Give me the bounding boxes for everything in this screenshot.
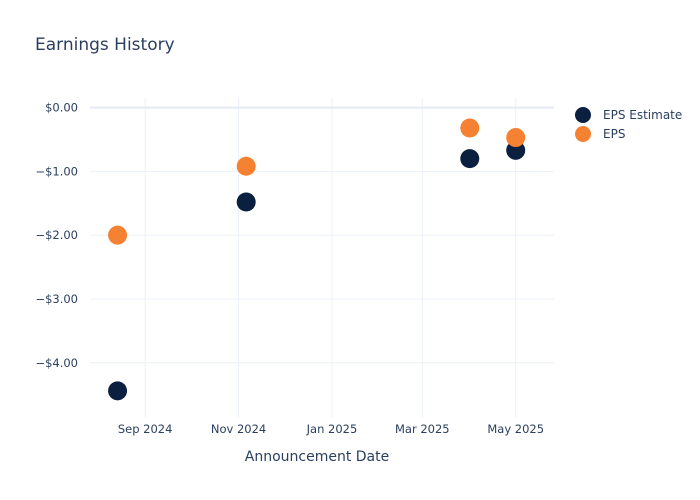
x-tick-label: Mar 2025 xyxy=(395,422,450,436)
legend: EPS Estimate EPS xyxy=(575,107,682,142)
x-gridlines xyxy=(144,98,517,417)
legend-marker-eps xyxy=(575,126,591,142)
y-tick-label: −$4.00 xyxy=(35,356,78,370)
y-tick-label: −$1.00 xyxy=(35,164,78,178)
eps-point xyxy=(506,128,526,148)
y-tick-label: $0.00 xyxy=(45,101,78,115)
legend-label-eps-estimate: EPS Estimate xyxy=(603,108,682,122)
eps-point xyxy=(108,225,128,245)
y-tick-label: −$2.00 xyxy=(35,228,78,242)
eps-point xyxy=(460,118,480,138)
eps-estimate-point xyxy=(108,381,128,401)
chart-title: Earnings History xyxy=(35,35,175,55)
x-tick-label: May 2025 xyxy=(487,422,544,436)
y-tick-labels: $0.00 −$1.00 −$2.00 −$3.00 −$4.00 xyxy=(35,101,78,370)
y-gridlines xyxy=(90,106,554,364)
legend-label-eps: EPS xyxy=(603,127,625,141)
x-tick-label: Jan 2025 xyxy=(306,422,358,436)
y-tick-label: −$3.00 xyxy=(35,292,78,306)
data-points xyxy=(108,118,526,401)
eps-point xyxy=(236,156,256,176)
eps-estimate-point xyxy=(236,192,256,212)
x-tick-label: Sep 2024 xyxy=(118,422,173,436)
legend-marker-eps-estimate xyxy=(575,107,591,123)
x-axis-title: Announcement Date xyxy=(245,449,389,465)
x-tick-label: Nov 2024 xyxy=(211,422,266,436)
eps-estimate-point xyxy=(460,149,480,169)
x-tick-labels: Sep 2024 Nov 2024 Jan 2025 Mar 2025 May 2025 xyxy=(118,422,544,436)
